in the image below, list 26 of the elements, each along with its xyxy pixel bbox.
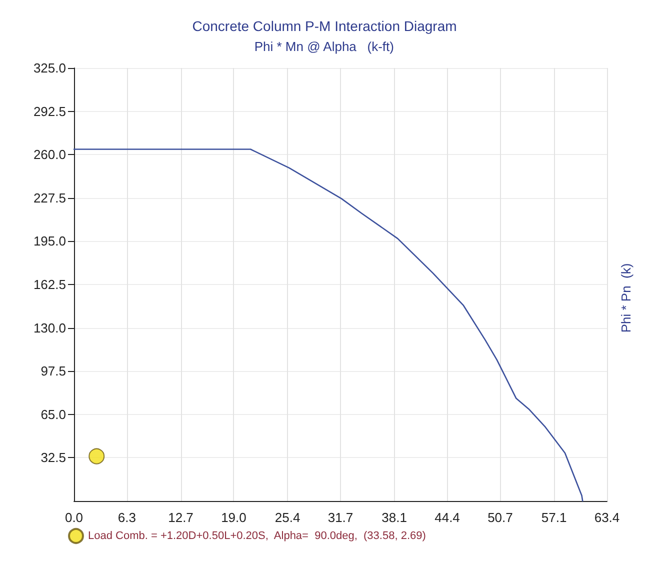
y-tick-label: 325.0 (33, 60, 66, 76)
x-tick-label: 44.4 (434, 510, 460, 525)
legend-label: Load Comb. = +1.20D+0.50L+0.20S, Alpha= 90.0deg, (33.58, 2.69) (88, 530, 426, 542)
x-tick-label: 6.3 (118, 510, 136, 525)
x-tick-label: 0.0 (64, 510, 84, 525)
x-tick-label: 63.4 (594, 510, 620, 525)
y-tick-label: 260.0 (33, 147, 66, 162)
y-axis-title: Phi * Pn (k) (618, 263, 634, 333)
x-tick-label: 25.4 (274, 510, 300, 525)
y-tick-label: 65.0 (40, 406, 66, 422)
x-axis-title: Phi * Mn @ Alpha (k-ft) (254, 39, 394, 54)
x-tick-label: 50.7 (488, 510, 513, 525)
line-series (73, 148, 584, 502)
x-tick-label: 19.0 (221, 510, 246, 525)
x-tick-label: 57.1 (541, 510, 567, 525)
y-tick-label: 162.5 (33, 277, 66, 292)
y-tick-label: 97.5 (40, 364, 66, 379)
y-tick-label: 227.5 (33, 190, 66, 206)
y-tick-label: 292.5 (33, 104, 66, 119)
y-tick-label: 195.0 (33, 234, 66, 249)
chart-title: Concrete Column P-M Interaction Diagram (192, 18, 457, 34)
y-tick-label: 32.5 (40, 450, 66, 466)
x-tick-label: 12.7 (168, 510, 194, 525)
x-tick-label: 31.7 (328, 510, 354, 525)
x-tick-label: 38.1 (382, 510, 407, 525)
y-tick-label: 130.0 (33, 320, 66, 336)
